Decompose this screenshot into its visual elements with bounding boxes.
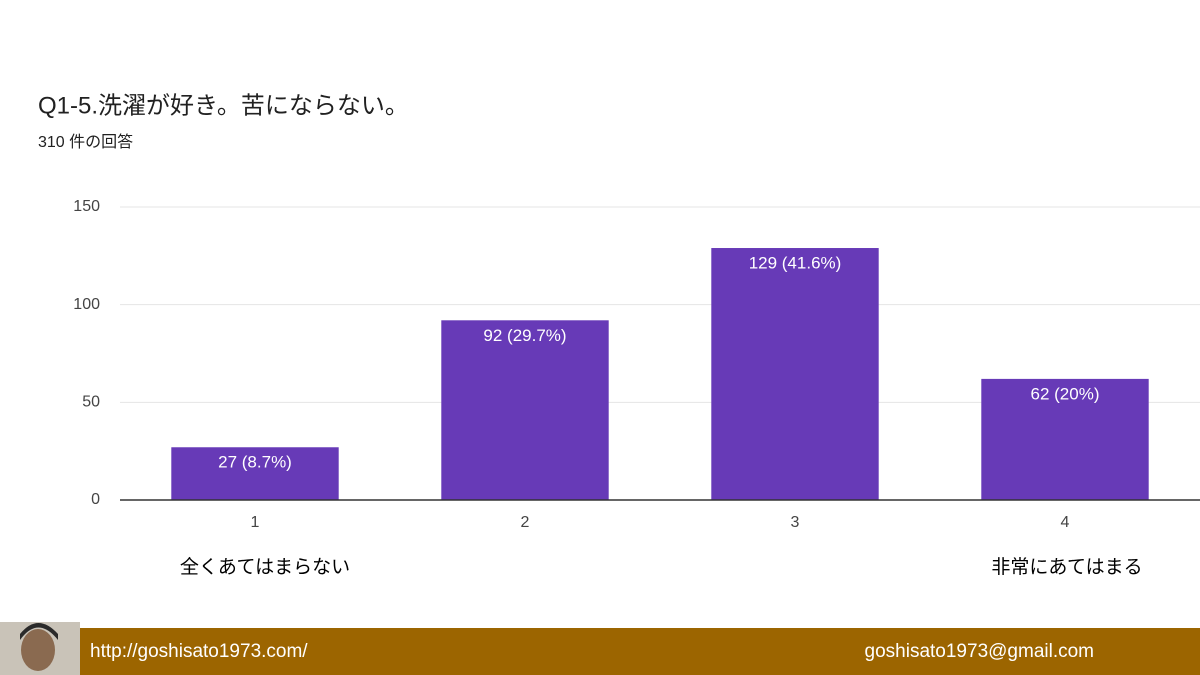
chart-subtitle: 310 件の回答 xyxy=(38,133,133,151)
footer-email: goshisato1973@gmail.com xyxy=(865,641,1094,662)
x-tick-label: 3 xyxy=(791,514,800,531)
avatar-face xyxy=(21,629,55,671)
chart-title: Q1-5.洗濯が好き。苦にならない。 xyxy=(38,92,409,119)
bar xyxy=(711,248,879,500)
x-tick-label: 1 xyxy=(251,514,260,531)
scale-high-label: 非常にあてはまる xyxy=(991,556,1142,578)
value-label: 27 (8.7%) xyxy=(218,453,292,472)
x-tick-label: 2 xyxy=(521,514,530,531)
avatar xyxy=(0,622,80,675)
scale-low-label: 全くあてはまらない xyxy=(180,556,350,578)
footer-band xyxy=(0,628,1200,675)
y-tick-label: 100 xyxy=(73,296,100,313)
bar xyxy=(441,320,609,500)
value-label: 92 (29.7%) xyxy=(483,326,566,345)
avatar-hair xyxy=(20,623,58,640)
x-tick-label: 4 xyxy=(1061,514,1070,531)
bar xyxy=(981,378,1149,500)
bar xyxy=(171,447,339,500)
y-tick-label: 0 xyxy=(91,491,100,508)
footer-url: http://goshisato1973.com/ xyxy=(90,641,308,662)
y-tick-label: 150 xyxy=(73,198,100,215)
value-label: 129 (41.6%) xyxy=(749,254,842,273)
y-tick-label: 50 xyxy=(82,394,100,411)
value-label: 62 (20%) xyxy=(1031,384,1100,403)
